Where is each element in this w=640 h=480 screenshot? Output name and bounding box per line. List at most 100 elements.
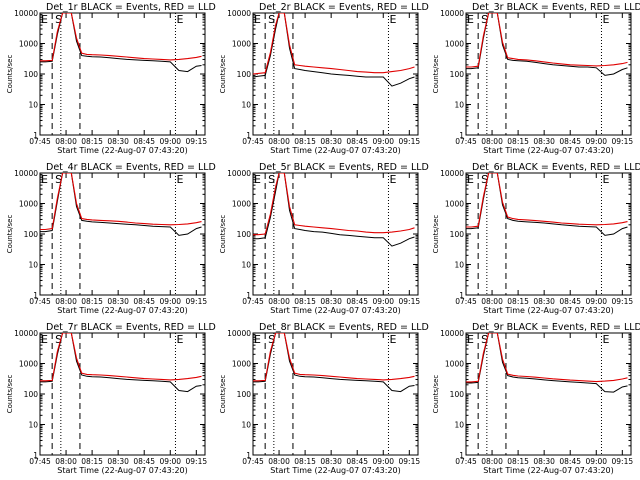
x-tick-label: 08:30	[533, 297, 555, 306]
marker-label-end: E	[467, 13, 474, 26]
x-tick-label: 08:30	[320, 297, 342, 306]
marker-label-end: E	[602, 333, 609, 346]
series-line-events	[253, 13, 415, 87]
y-tick-label: 1000	[232, 200, 251, 209]
y-tick-label: 100	[24, 230, 39, 239]
x-tick-label: 09:00	[159, 457, 181, 466]
y-tick-label: 1	[459, 451, 464, 460]
y-tick-label: 1000	[445, 40, 464, 49]
y-tick-label: 100	[237, 70, 252, 79]
x-tick-label: 08:15	[507, 457, 529, 466]
x-tick-label: 09:00	[159, 137, 181, 146]
marker-label-end: E	[176, 173, 183, 186]
x-tick-label: 08:30	[320, 457, 342, 466]
x-tick-label: 08:00	[55, 137, 77, 146]
x-tick-label: 08:15	[81, 137, 103, 146]
marker-label-end: E	[254, 173, 261, 186]
x-axis-label: Start Time (22-Aug-07 07:43:20)	[57, 466, 188, 475]
x-tick-label: 08:15	[294, 137, 316, 146]
x-axis-label: Start Time (22-Aug-07 07:43:20)	[57, 146, 188, 155]
x-tick-label: 08:30	[533, 137, 555, 146]
x-axis-label: Start Time (22-Aug-07 07:43:20)	[270, 146, 401, 155]
x-tick-label: 08:00	[481, 297, 503, 306]
y-tick-label: 1	[246, 291, 251, 300]
y-tick-label: 10	[28, 101, 38, 110]
chart-3: Det_3r BLACK = Events, RED = LLD 1 10 100 10…	[432, 2, 640, 155]
y-tick-label: 10	[241, 101, 251, 110]
plot-frame	[465, 172, 632, 296]
x-tick-label: 09:15	[186, 457, 208, 466]
x-tick-label: 08:00	[268, 297, 290, 306]
x-tick-label: 08:00	[268, 137, 290, 146]
chart-title: Det_6r BLACK = Events, RED = LLD	[472, 162, 640, 173]
x-tick-label: 08:00	[481, 137, 503, 146]
y-tick-label: 10000	[14, 329, 38, 338]
x-tick-label: 07:45	[455, 457, 477, 466]
x-tick-label: 08:00	[55, 297, 77, 306]
x-tick-label: 09:15	[186, 137, 208, 146]
x-axis-label: Start Time (22-Aug-07 07:43:20)	[483, 146, 614, 155]
x-tick-label: 08:15	[294, 457, 316, 466]
plot-frame	[39, 12, 206, 136]
y-axis-label: Counts/sec	[219, 375, 227, 414]
x-tick-label: 09:00	[585, 137, 607, 146]
marker-label-start: S	[268, 173, 275, 186]
marker-label-end: E	[389, 173, 396, 186]
y-axis-label: Counts/sec	[432, 215, 440, 254]
y-axis-label: Counts/sec	[219, 215, 227, 254]
x-tick-label: 08:45	[559, 457, 581, 466]
y-tick-label: 10	[454, 421, 464, 430]
y-tick-label: 1000	[232, 360, 251, 369]
y-tick-label: 1000	[19, 360, 38, 369]
chart-title: Det_3r BLACK = Events, RED = LLD	[472, 2, 640, 13]
marker-label-end: E	[254, 13, 261, 26]
x-tick-label: 07:45	[29, 457, 51, 466]
chart-9: Det_9r BLACK = Events, RED = LLD 1 10 100 10…	[432, 322, 640, 475]
x-tick-label: 09:15	[399, 457, 421, 466]
chart-title: Det_7r BLACK = Events, RED = LLD	[46, 322, 216, 333]
x-tick-label: 07:45	[455, 137, 477, 146]
series-line-lld	[253, 13, 415, 75]
series-line-lld	[466, 333, 628, 383]
x-tick-label: 08:00	[481, 457, 503, 466]
chart-title: Det_8r BLACK = Events, RED = LLD	[259, 322, 429, 333]
series-line-lld	[253, 333, 415, 382]
x-tick-label: 08:15	[507, 137, 529, 146]
marker-label-start: S	[481, 333, 488, 346]
marker-label-end: E	[602, 173, 609, 186]
marker-label-end: E	[467, 333, 474, 346]
y-tick-label: 100	[237, 230, 252, 239]
chart-title: Det_1r BLACK = Events, RED = LLD	[46, 2, 216, 13]
y-axis-label: Counts/sec	[6, 215, 14, 254]
x-tick-label: 09:15	[186, 297, 208, 306]
chart-title: Det_5r BLACK = Events, RED = LLD	[259, 162, 429, 173]
y-tick-label: 1000	[445, 360, 464, 369]
x-tick-label: 09:00	[372, 137, 394, 146]
y-tick-label: 10000	[440, 9, 464, 18]
series-line-lld	[40, 13, 202, 62]
series-line-lld	[253, 173, 415, 236]
x-tick-label: 08:45	[346, 137, 368, 146]
marker-label-end: E	[602, 13, 609, 26]
x-tick-label: 08:30	[320, 137, 342, 146]
y-tick-label: 1	[33, 451, 38, 460]
y-tick-label: 1	[33, 131, 38, 140]
marker-label-end: E	[389, 13, 396, 26]
x-tick-label: 08:45	[133, 137, 155, 146]
marker-label-start: S	[55, 13, 62, 26]
marker-label-end: E	[254, 333, 261, 346]
y-tick-label: 1	[459, 291, 464, 300]
y-tick-label: 100	[450, 390, 465, 399]
x-tick-label: 08:45	[133, 457, 155, 466]
marker-label-start: S	[481, 13, 488, 26]
y-tick-label: 10000	[14, 9, 38, 18]
y-tick-label: 10	[241, 421, 251, 430]
marker-label-start: S	[55, 173, 62, 186]
y-tick-label: 10	[28, 421, 38, 430]
x-tick-label: 08:15	[507, 297, 529, 306]
marker-label-start: S	[268, 13, 275, 26]
y-axis-label: Counts/sec	[432, 375, 440, 414]
chart-7: Det_7r BLACK = Events, RED = LLD 1 10 100 10…	[6, 322, 216, 475]
y-tick-label: 1000	[445, 200, 464, 209]
